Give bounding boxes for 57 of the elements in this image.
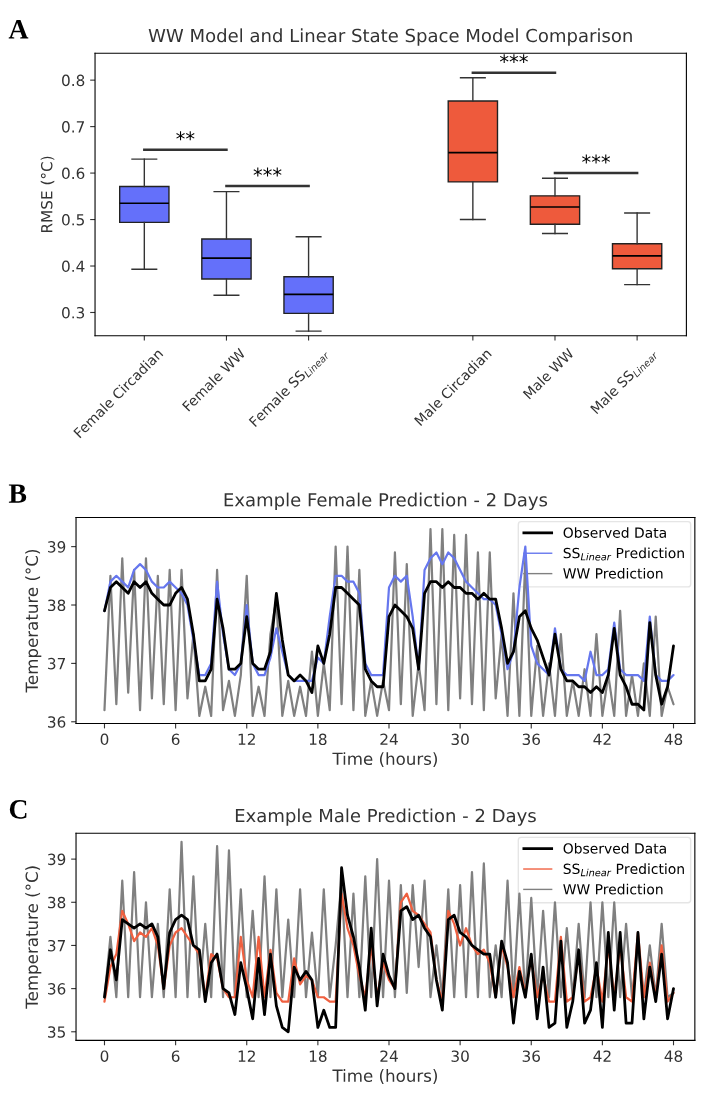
y-tick-label: 38 bbox=[48, 599, 66, 612]
line-series bbox=[103, 580, 675, 712]
x-tick-label: 18 bbox=[309, 733, 327, 746]
legend-label: Observed Data bbox=[563, 842, 666, 854]
y-tick-label: 37 bbox=[48, 939, 65, 952]
x-tick-label: 0 bbox=[100, 1050, 109, 1062]
y-tick-label: 38 bbox=[48, 896, 66, 909]
x-tick-label: 30 bbox=[451, 1050, 469, 1062]
y-tick-label: 36 bbox=[48, 983, 66, 995]
y-tick-label: 0.5 bbox=[62, 214, 84, 226]
y-tick-label: 35 bbox=[48, 1026, 65, 1038]
x-tick-label: 48 bbox=[664, 733, 683, 746]
annotation: ** bbox=[176, 131, 195, 141]
x-tick-label: 42 bbox=[593, 733, 611, 745]
y-axis-title: Temperature (°C) bbox=[25, 866, 42, 1009]
legend-label: WW Prediction bbox=[563, 567, 663, 579]
y-axis-title: RMSE (°C) bbox=[40, 156, 55, 233]
x-tick-label: 0 bbox=[100, 733, 109, 746]
text: A bbox=[8, 20, 29, 39]
x-tick-label: Male SS$_{Linear}$ bbox=[589, 346, 659, 416]
y-tick-label: 0.6 bbox=[62, 167, 85, 180]
chart-title: Example Female Prediction - 2 Days bbox=[224, 492, 548, 511]
x-tick-label: 30 bbox=[451, 733, 469, 746]
x-tick-label: 6 bbox=[171, 1050, 180, 1062]
x-tick-label: 12 bbox=[238, 733, 255, 745]
annotation: *** bbox=[582, 154, 611, 164]
y-tick-label: 0.4 bbox=[62, 260, 85, 273]
chart-title: WW Model and Linear State Space Model Comparison bbox=[148, 28, 632, 46]
y-axis-title: Temperature (°C) bbox=[25, 549, 42, 693]
y-tick-label: 0.8 bbox=[62, 74, 85, 87]
x-tick-label: 42 bbox=[593, 1050, 611, 1062]
y-tick-label: 37 bbox=[48, 657, 65, 670]
y-tick-label: 39 bbox=[48, 541, 66, 553]
y-tick-label: 36 bbox=[48, 716, 66, 728]
x-tick-label: 36 bbox=[522, 733, 541, 746]
text: C bbox=[9, 800, 27, 819]
x-axis-title: Time (hours) bbox=[332, 752, 437, 768]
legend-label: SS$_{Linear}$ Prediction bbox=[563, 547, 684, 561]
text: B bbox=[8, 484, 27, 503]
x-tick-label: 6 bbox=[171, 733, 180, 746]
x-tick-label: 24 bbox=[380, 733, 398, 745]
x-tick-label: 48 bbox=[664, 1050, 683, 1062]
x-tick-label: 24 bbox=[380, 1050, 398, 1062]
x-tick-label: 12 bbox=[238, 1050, 255, 1062]
legend-label: Observed Data bbox=[563, 527, 666, 538]
y-tick-label: 39 bbox=[48, 853, 66, 866]
legend-label: WW Prediction bbox=[563, 883, 663, 895]
x-tick-label: Female SS$_{Linear}$ bbox=[248, 347, 331, 429]
y-tick-label: 0.7 bbox=[62, 121, 85, 133]
x-axis-title: Time (hours) bbox=[332, 1069, 437, 1084]
annotation: *** bbox=[253, 167, 282, 177]
annotation: *** bbox=[499, 54, 528, 64]
legend-label: SS$_{Linear}$ Prediction bbox=[563, 863, 684, 877]
chart-title: Example Male Prediction - 2 Days bbox=[235, 808, 536, 826]
y-tick-label: 0.3 bbox=[62, 306, 85, 319]
x-tick-label: 36 bbox=[522, 1050, 541, 1062]
x-tick-label: 18 bbox=[309, 1050, 327, 1062]
